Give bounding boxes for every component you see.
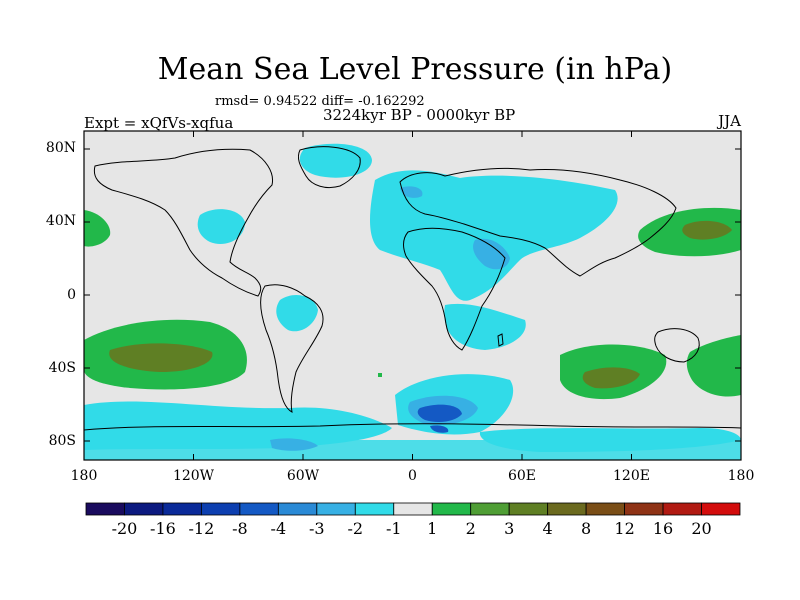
- colorbar-tick-label: -2: [347, 519, 364, 538]
- chart-title: Mean Sea Level Pressure (in hPa): [157, 52, 673, 87]
- colorbar-tick-label: 16: [652, 519, 674, 538]
- colorbar-swatch: [201, 502, 241, 516]
- lat-tick-label: 0: [67, 286, 76, 303]
- lon-tick-label: 0: [408, 468, 417, 484]
- colorbar-tick-label: -20: [111, 519, 138, 538]
- lon-tick-label: 180: [70, 468, 98, 484]
- season-label: JJA: [718, 112, 741, 130]
- colorbar-swatch: [277, 502, 318, 516]
- colorbar-tick-label: -12: [188, 519, 215, 538]
- colorbar-tick-label: 4: [542, 519, 553, 538]
- map-panel: [84, 131, 741, 460]
- colorbar-tick-label: -4: [270, 519, 287, 538]
- lon-tick-label: 60E: [507, 468, 537, 484]
- colorbar-tick-label: -16: [150, 519, 176, 538]
- colorbar-swatch: [470, 502, 510, 516]
- lon-tick-label: 60W: [286, 468, 320, 484]
- lat-tick-label: 80N: [45, 140, 76, 157]
- map-frame: [83, 130, 742, 461]
- colorbar-swatch: [624, 502, 664, 516]
- colorbar-swatch: [585, 502, 625, 516]
- colorbar-tick-label: -1: [385, 519, 402, 538]
- colorbar-swatch: [547, 502, 587, 516]
- colorbar: [85, 502, 741, 516]
- axis-ticks: [84, 131, 741, 460]
- lat-tick-label: 80S: [48, 432, 76, 449]
- lon-tick-label: 180: [727, 468, 755, 484]
- lon-tick-label: 120W: [172, 468, 215, 484]
- lon-tick-label: 120E: [613, 468, 650, 484]
- negative-anomaly-fields: [84, 143, 741, 460]
- colorbar-tick-label: -8: [232, 519, 248, 538]
- colorbar-swatch: [162, 502, 202, 516]
- colorbar-tick-label: 12: [614, 519, 635, 538]
- colorbar-swatch: [431, 502, 472, 516]
- colorbar-swatch: [701, 502, 741, 516]
- experiment-label: Expt = xQfVs-xqfua: [84, 114, 234, 132]
- strong-negative-fields: [417, 404, 462, 433]
- moderate-positive-fields: [109, 220, 732, 389]
- colorbar-swatch: [239, 502, 279, 516]
- coastlines: [84, 146, 741, 431]
- colorbar-tick-label: -3: [309, 519, 325, 538]
- colorbar-tick-label: 20: [691, 519, 712, 538]
- colorbar-tick-label: 3: [504, 519, 515, 538]
- colorbar-swatch: [124, 502, 164, 516]
- colorbar-swatch: [662, 502, 702, 516]
- colorbar-swatch: [85, 502, 125, 516]
- colorbar-swatch: [354, 502, 395, 516]
- colorbar-tick-label: 2: [465, 519, 476, 538]
- colorbar-tick-label: 1: [427, 519, 438, 538]
- stats-subtitle: rmsd= 0.94522 diff= -0.162292: [215, 94, 425, 109]
- lat-tick-label: 40N: [45, 213, 76, 230]
- period-subtitle: 3224kyr BP - 0000kyr BP: [323, 106, 516, 124]
- lat-tick-label: 40S: [48, 359, 76, 376]
- colorbar-tick-label: 8: [581, 519, 592, 538]
- colorbar-swatch: [316, 502, 356, 516]
- colorbar-swatch: [393, 502, 433, 516]
- colorbar-swatch: [508, 502, 549, 516]
